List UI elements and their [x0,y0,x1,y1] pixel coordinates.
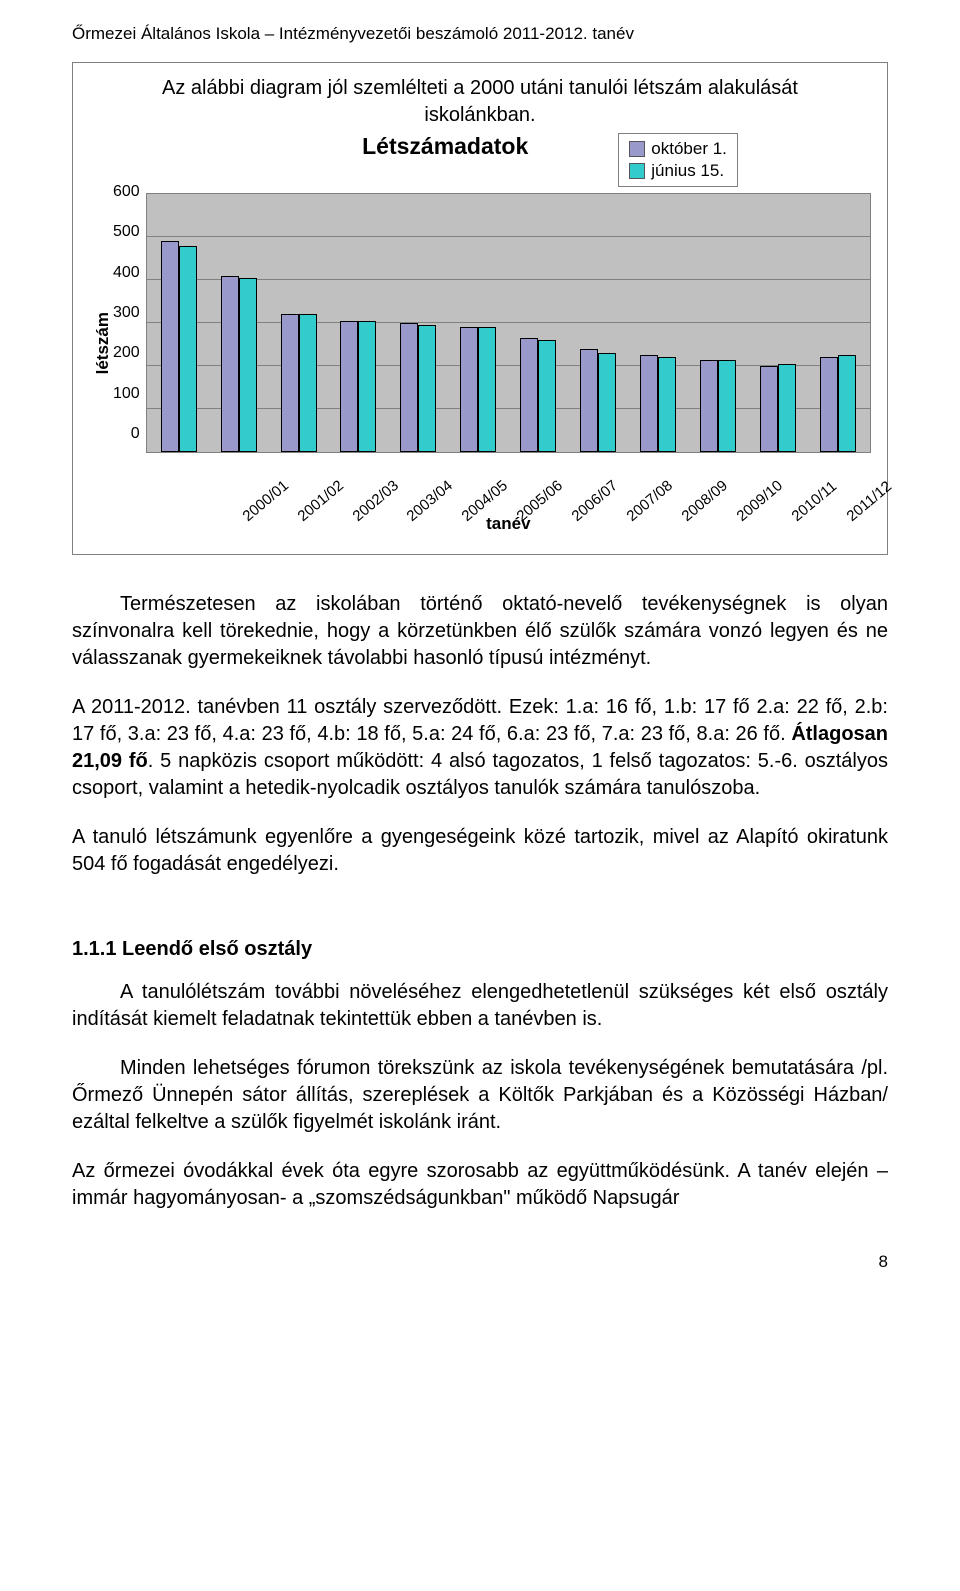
paragraph-1: Természetesen az iskolában történő oktat… [72,591,888,672]
y-tick-label: 100 [113,385,140,403]
bar-group [400,194,436,452]
bar [838,355,856,452]
bar-group [640,194,676,452]
paragraph-6: Az őrmezei óvodákkal évek óta egyre szor… [72,1158,888,1212]
legend-swatch-jun [629,163,645,179]
bar [778,364,796,452]
bar [718,360,736,452]
chart-title: Létszámadatok [362,133,528,160]
y-tick-label: 400 [113,264,140,282]
chart-plot-wrapper: létszám 6005004003002001000 2000/012001/… [89,193,871,534]
chart-container: Az alábbi diagram jól szemlélteti a 2000… [72,62,888,555]
document-header: Őrmezei Általános Iskola – Intézményveze… [72,24,888,44]
bar-group [340,194,376,452]
bar-group [161,194,197,452]
y-tick-label: 500 [113,223,140,241]
bar-group [760,194,796,452]
chart-intro-text: Az alábbi diagram jól szemlélteti a 2000… [89,75,871,129]
legend-label-jun: június 15. [651,161,724,181]
legend-swatch-oct [629,141,645,157]
bar [700,360,718,452]
bar [478,327,496,452]
bar [400,323,418,452]
bar [598,353,616,452]
bar [538,340,556,452]
y-axis-label: létszám [89,312,113,374]
bar [520,338,538,452]
bar-group [460,194,496,452]
bar [418,325,436,452]
bar [340,321,358,452]
bar [658,357,676,452]
paragraph-5: Minden lehetséges fórumon törekszünk az … [72,1055,888,1136]
x-axis-ticks: 2000/012001/022002/032003/042004/052005/… [212,453,871,476]
paragraph-3: A tanuló létszámunk egyenlőre a gyengesé… [72,824,888,878]
bar [179,246,197,452]
bar-group [820,194,856,452]
bar-group [281,194,317,452]
y-axis-ticks: 600 500 400 300 200 100 0 [113,183,146,443]
legend-label-oct: október 1. [651,139,727,159]
paragraph-2: A 2011-2012. tanévben 11 osztály szervez… [72,694,888,802]
y-tick-label: 600 [113,183,140,201]
bar-group [221,194,257,452]
page: Őrmezei Általános Iskola – Intézményveze… [0,0,960,1296]
bar [221,276,239,452]
bar [281,314,299,452]
bar [760,366,778,452]
bar-group [580,194,616,452]
bar [161,241,179,452]
chart-intro-line1: Az alábbi diagram jól szemlélteti a 2000… [162,77,798,99]
section-heading: 1.1.1 Leendő első osztály [72,938,888,961]
plot-area [146,193,871,453]
y-tick-label: 0 [113,425,140,443]
bar [820,357,838,452]
bar [299,314,317,452]
paragraph-4: A tanulólétszám további növeléséhez elen… [72,979,888,1033]
legend-item-oct: október 1. [629,138,727,160]
y-tick-label: 200 [113,344,140,362]
bar [239,278,257,452]
bar [460,327,478,452]
chart-legend: október 1. június 15. [618,133,738,187]
legend-item-jun: június 15. [629,160,727,182]
chart-intro-line2: iskolánkban. [424,104,535,126]
bar [580,349,598,452]
bar-group [700,194,736,452]
bar-group [520,194,556,452]
bars [147,194,870,452]
bar [640,355,658,452]
page-number: 8 [72,1252,888,1272]
y-tick-label: 300 [113,304,140,322]
bar [358,321,376,452]
chart-title-row: Létszámadatok október 1. június 15. [89,133,871,187]
